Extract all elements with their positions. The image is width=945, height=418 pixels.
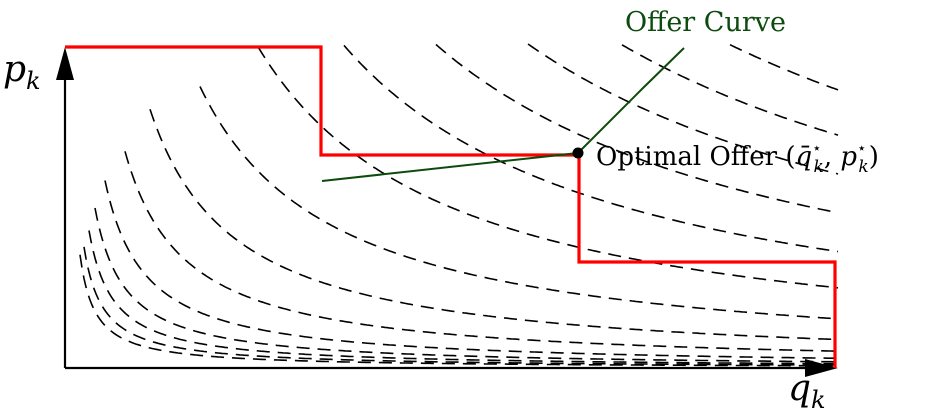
- indifference-curve: [199, 86, 839, 320]
- indifference-curve: [621, 44, 839, 136]
- indifference-curve: [104, 180, 837, 360]
- indifference-curve: [88, 230, 837, 365]
- y-axis-label: pk: [3, 49, 41, 95]
- optimal-offer-label: Optimal Offer (q̄⋆ k, p⋆ k): [596, 139, 879, 177]
- indifference-curve: [257, 46, 839, 289]
- indifference-curve: [527, 43, 839, 175]
- indifference-curve: [729, 43, 839, 91]
- offer-curve-label: Offer Curve: [625, 7, 786, 38]
- axes: [56, 47, 838, 377]
- optimal-offer-point: [572, 147, 584, 159]
- y-axis-arrow: [56, 47, 74, 80]
- offer-curve-line: [321, 47, 685, 182]
- indifference-curve: [124, 151, 838, 352]
- indifference-curve: [94, 207, 837, 363]
- indifference-curve: [343, 44, 839, 253]
- indifference-curve: [149, 108, 838, 341]
- indifference-curve: [83, 246, 838, 366]
- x-axis-arrow: [805, 359, 838, 377]
- indifference-curve: [435, 43, 839, 214]
- indifference-curves: [79, 43, 839, 367]
- x-axis-label: qk: [788, 368, 826, 413]
